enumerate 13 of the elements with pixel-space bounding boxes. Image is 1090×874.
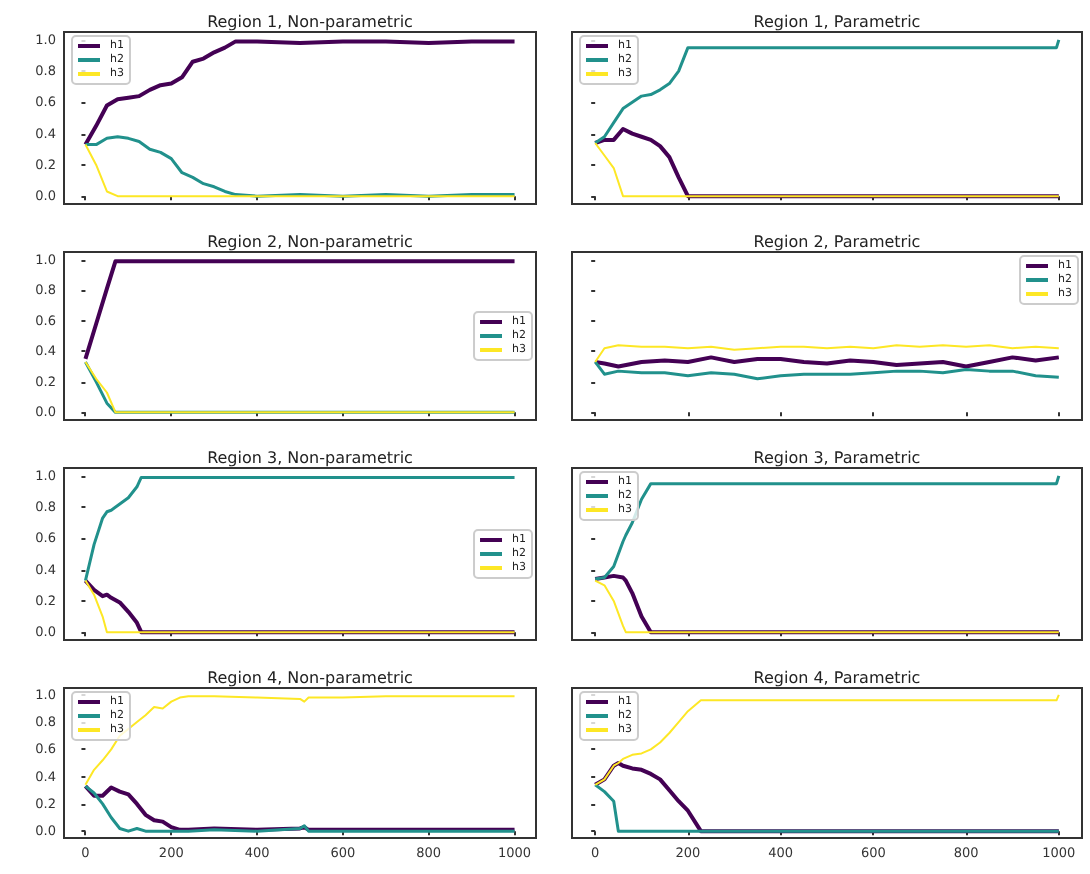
chart-title: Region 2, Parametric [753, 233, 921, 251]
chart-title: Region 4, Parametric [753, 669, 921, 687]
chart-title: Region 3, Non-parametric [207, 449, 413, 467]
chart-title: Region 2, Non-parametric [207, 233, 413, 251]
line-series [83, 259, 517, 361]
line-series [83, 475, 517, 583]
line-series [83, 39, 517, 147]
chart-title: Region 1, Non-parametric [207, 13, 413, 31]
chart-title: Region 3, Parametric [753, 449, 921, 467]
line-series [83, 360, 517, 414]
chart-title: Region 1, Parametric [753, 13, 921, 31]
chart-title: Region 4, Non-parametric [207, 669, 413, 687]
line-series [84, 695, 516, 786]
